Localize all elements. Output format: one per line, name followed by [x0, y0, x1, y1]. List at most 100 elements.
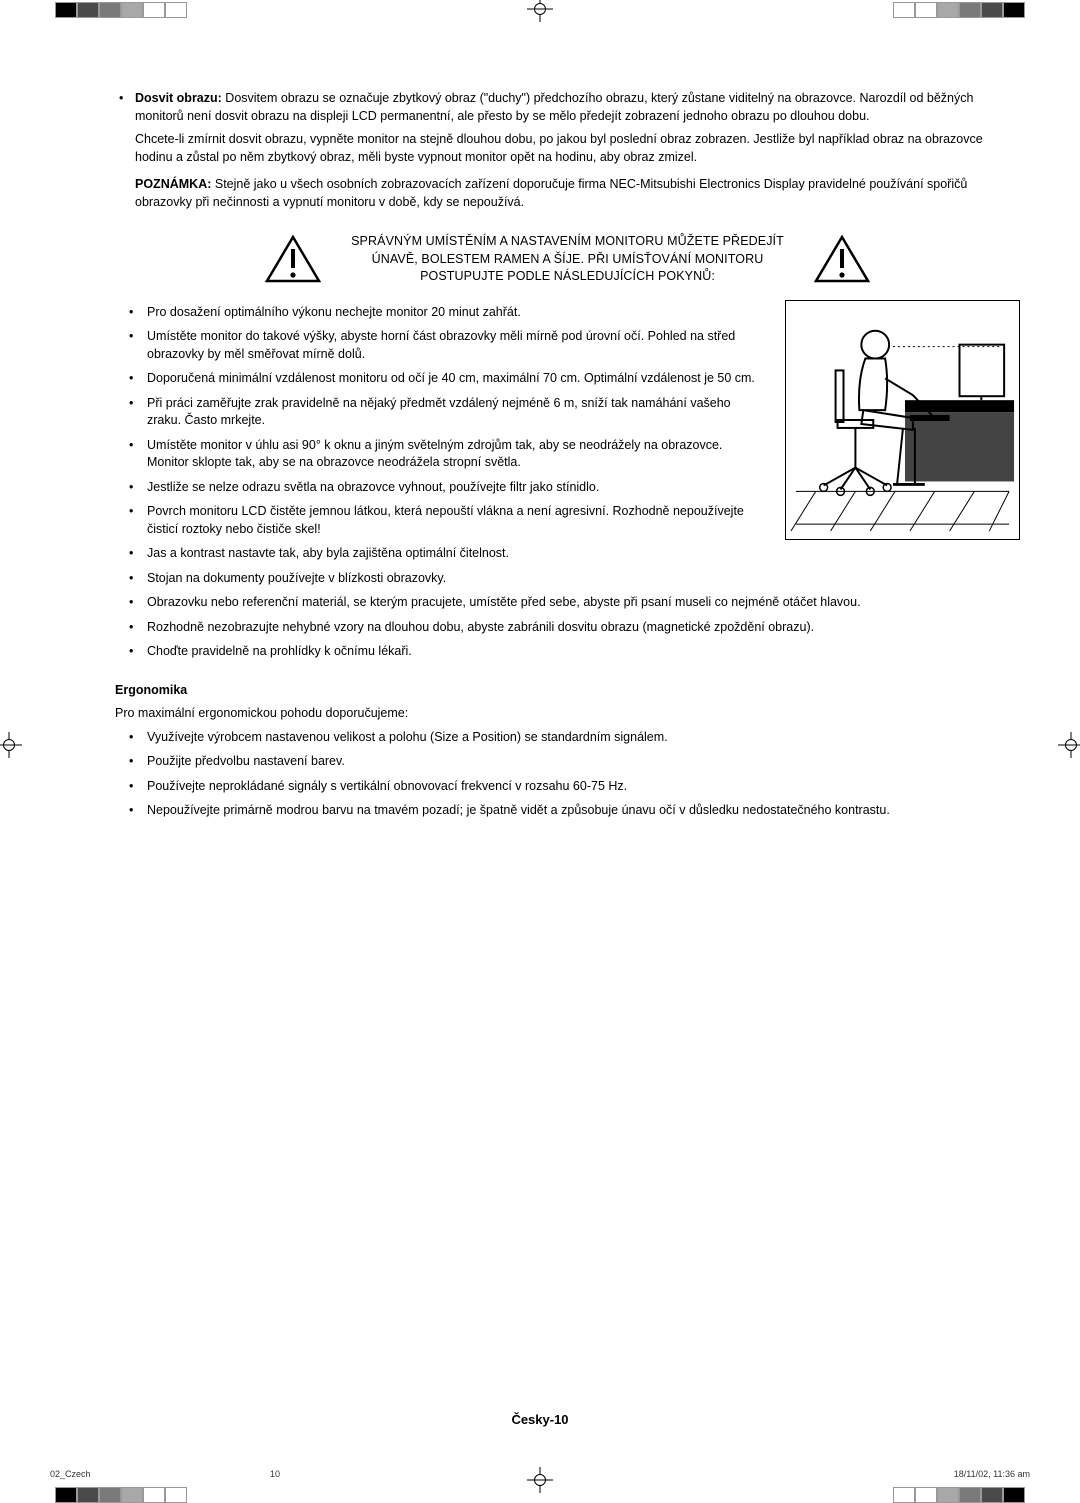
- color-strip-left: [55, 2, 187, 18]
- footer-meta-page: 10: [270, 1468, 390, 1481]
- bullet-dot: •: [129, 570, 147, 588]
- list-item-text: Při práci zaměřujte zrak pravidelně na n…: [147, 395, 765, 430]
- warning-row: SPRÁVNÝM UMÍSTĚNÍM A NASTAVENÍM MONITORU…: [115, 233, 1020, 286]
- color-swatch: [1003, 1487, 1025, 1503]
- color-swatch: [77, 2, 99, 18]
- bullet-dot: •: [129, 778, 147, 796]
- list-item-text: Umístěte monitor v úhlu asi 90° k oknu a…: [147, 437, 765, 472]
- list-item-text: Využívejte výrobcem nastavenou velikost …: [147, 729, 1020, 747]
- note-lead: POZNÁMKA:: [135, 177, 211, 191]
- list-item-text: Používejte neprokládané signály s vertik…: [147, 778, 1020, 796]
- bullet-dot: •: [129, 753, 147, 771]
- bullet-dot: •: [129, 802, 147, 820]
- list-item-text: Choďte pravidelně na prohlídky k očnímu …: [147, 643, 1020, 661]
- color-swatch: [55, 1487, 77, 1503]
- list-item-text: Jestliže se nelze odrazu světla na obraz…: [147, 479, 765, 497]
- list-item: •Jestliže se nelze odrazu světla na obra…: [129, 479, 765, 497]
- color-strip-bottom-left: [55, 1487, 187, 1503]
- warning-text: SPRÁVNÝM UMÍSTĚNÍM A NASTAVENÍM MONITORU…: [351, 233, 784, 286]
- color-swatch: [121, 1487, 143, 1503]
- color-swatch: [893, 2, 915, 18]
- list-item-text: Nepoužívejte primárně modrou barvu na tm…: [147, 802, 1020, 820]
- ergonomics-heading: Ergonomika: [115, 682, 1020, 700]
- list-item: •Rozhodně nezobrazujte nehybné vzory na …: [129, 619, 1020, 637]
- crosshair-right: [1058, 732, 1080, 758]
- list-item-text: Doporučená minimální vzdálenost monitoru…: [147, 370, 765, 388]
- bullet-dot: •: [129, 729, 147, 747]
- list-item: •Povrch monitoru LCD čistěte jemnou látk…: [129, 503, 765, 538]
- page-number: Česky-10: [0, 1411, 1080, 1429]
- bullet-dot: •: [129, 437, 147, 472]
- bullet-dot: •: [129, 395, 147, 430]
- crosshair-top: [527, 0, 553, 22]
- bullet-dot: •: [129, 619, 147, 637]
- bullet-dot: •: [129, 304, 147, 322]
- footer-meta: 02_Czech 10 18/11/02, 11:36 am: [0, 1468, 1080, 1481]
- list-item: •Použijte předvolbu nastavení barev.: [129, 753, 1020, 771]
- color-strip-right: [893, 2, 1025, 18]
- color-swatch: [55, 2, 77, 18]
- bullet-dot: •: [129, 328, 147, 363]
- list-item-text: Pro dosažení optimálního výkonu nechejte…: [147, 304, 765, 322]
- list-item-text: Povrch monitoru LCD čistěte jemnou látko…: [147, 503, 765, 538]
- warning-line1: SPRÁVNÝM UMÍSTĚNÍM A NASTAVENÍM MONITORU…: [351, 233, 784, 251]
- warning-triangle-right-icon: [814, 235, 870, 283]
- color-swatch: [937, 1487, 959, 1503]
- list-item-text: Umístěte monitor do takové výšky, abyste…: [147, 328, 765, 363]
- ergonomics-intro: Pro maximální ergonomickou pohodu doporu…: [115, 705, 1020, 723]
- color-swatch: [893, 1487, 915, 1503]
- list-item: •Pro dosažení optimálního výkonu nechejt…: [129, 304, 765, 322]
- bullet-dot: •: [129, 503, 147, 538]
- bullet-section: •Pro dosažení optimálního výkonu nechejt…: [115, 304, 1020, 820]
- list-item: •Doporučená minimální vzdálenost monitor…: [129, 370, 765, 388]
- color-swatch: [143, 1487, 165, 1503]
- color-swatch: [143, 2, 165, 18]
- footer-meta-file: 02_Czech: [50, 1468, 270, 1481]
- color-swatch: [959, 1487, 981, 1503]
- color-strip-bottom-right: [893, 1487, 1025, 1503]
- list-item: •Při práci zaměřujte zrak pravidelně na …: [129, 395, 765, 430]
- color-swatch: [165, 2, 187, 18]
- color-swatch: [99, 1487, 121, 1503]
- warning-triangle-left-icon: [265, 235, 321, 283]
- intro-para2: Chcete-li zmírnit dosvit obrazu, vypněte…: [135, 131, 1020, 166]
- crosshair-left: [0, 732, 22, 758]
- color-swatch: [99, 2, 121, 18]
- intro-note: POZNÁMKA: Stejně jako u všech osobních z…: [135, 176, 1020, 211]
- warning-line2: ÚNAVĚ, BOLESTEM RAMEN A ŠÍJE. PŘI UMÍSŤO…: [351, 251, 784, 269]
- intro-bullet-body: Dosvitem obrazu se označuje zbytkový obr…: [135, 91, 973, 123]
- list-item: •Používejte neprokládané signály s verti…: [129, 778, 1020, 796]
- list-item: •Umístěte monitor v úhlu asi 90° k oknu …: [129, 437, 765, 472]
- footer-meta-timestamp: 18/11/02, 11:36 am: [954, 1468, 1030, 1481]
- color-swatch: [915, 2, 937, 18]
- bullet-dot: •: [129, 370, 147, 388]
- color-swatch: [981, 1487, 1003, 1503]
- list-item: •Stojan na dokumenty používejte v blízko…: [129, 570, 1020, 588]
- list-item: •Nepoužívejte primárně modrou barvu na t…: [129, 802, 1020, 820]
- list-item-text: Rozhodně nezobrazujte nehybné vzory na d…: [147, 619, 1020, 637]
- list-item: •Umístěte monitor do takové výšky, abyst…: [129, 328, 765, 363]
- list-item-text: Jas a kontrast nastavte tak, aby byla za…: [147, 545, 1020, 563]
- list-item: •Jas a kontrast nastavte tak, aby byla z…: [129, 545, 1020, 563]
- color-swatch: [915, 1487, 937, 1503]
- list-item-text: Použijte předvolbu nastavení barev.: [147, 753, 1020, 771]
- color-swatch: [1003, 2, 1025, 18]
- ergonomics-bullet-list: •Využívejte výrobcem nastavenou velikost…: [115, 729, 1020, 820]
- note-body: Stejně jako u všech osobních zobrazovací…: [135, 177, 967, 209]
- color-swatch: [981, 2, 1003, 18]
- ergonomics-figure: [785, 300, 1020, 540]
- warning-line3: POSTUPUJTE PODLE NÁSLEDUJÍCÍCH POKYNŮ:: [351, 268, 784, 286]
- list-item: •Využívejte výrobcem nastavenou velikost…: [129, 729, 1020, 747]
- bullet-dot: •: [129, 545, 147, 563]
- color-swatch: [165, 1487, 187, 1503]
- list-item-text: Obrazovku nebo referenční materiál, se k…: [147, 594, 1020, 612]
- page-content: • Dosvit obrazu: Dosvitem obrazu se ozna…: [115, 90, 1020, 827]
- color-swatch: [937, 2, 959, 18]
- intro-bullet: • Dosvit obrazu: Dosvitem obrazu se ozna…: [115, 90, 1020, 125]
- list-item-text: Stojan na dokumenty používejte v blízkos…: [147, 570, 1020, 588]
- color-swatch: [121, 2, 143, 18]
- bullet-dot: •: [129, 479, 147, 497]
- color-swatch: [77, 1487, 99, 1503]
- color-swatch: [959, 2, 981, 18]
- intro-bullet-lead: Dosvit obrazu:: [135, 91, 222, 105]
